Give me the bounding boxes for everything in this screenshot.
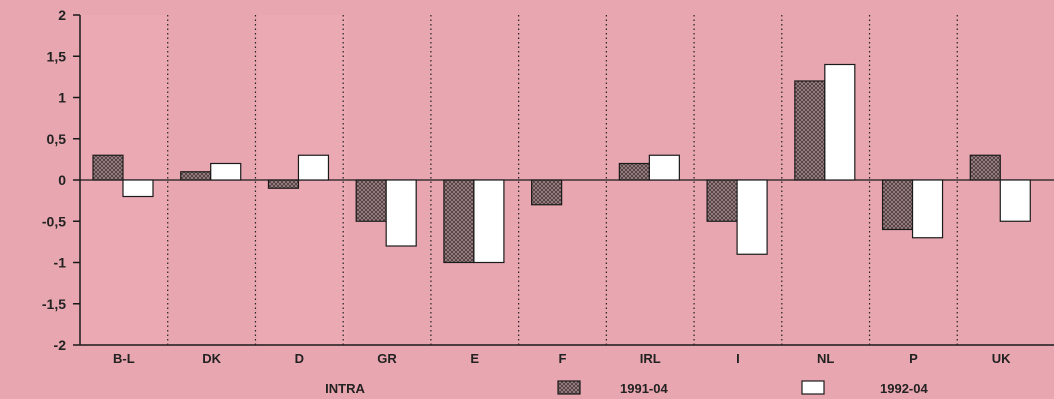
bar-irl-1991-04 [618, 162, 650, 181]
bar-e-1991-04 [443, 179, 475, 264]
bar-nl-1991-04 [794, 80, 826, 181]
bar-e-1992-04 [473, 179, 505, 264]
x-category-label: GR [377, 351, 397, 366]
legend-swatch-1991 [557, 380, 581, 395]
bar-d-1991-04 [267, 179, 300, 189]
bar-f-1991-04 [531, 179, 563, 206]
bar-d-1992-04 [297, 154, 330, 181]
x-category-label: NL [817, 351, 834, 366]
x-category-label: D [295, 351, 304, 366]
bar-gr-1991-04 [355, 179, 387, 222]
y-tick-label: 0,5 [47, 131, 67, 147]
y-tick-label: -2 [54, 337, 67, 353]
y-tick-label: 2 [58, 7, 66, 23]
y-tick-label: 1 [58, 90, 66, 106]
x-category-label: F [559, 351, 567, 366]
legend-swatch-1992 [801, 380, 825, 395]
x-category-label: B-L [113, 351, 135, 366]
x-category-label: P [909, 351, 918, 366]
y-tick-label: 0 [58, 172, 66, 188]
legend-label-1992: 1992-04 [880, 381, 928, 396]
bar-irl-1992-04 [648, 154, 680, 181]
bar-i-1991-04 [706, 179, 738, 222]
y-tick-label: -1,5 [42, 296, 66, 312]
x-category-label: I [736, 351, 740, 366]
bar-p-1991-04 [881, 179, 914, 231]
x-axis-title: INTRA [325, 381, 365, 396]
y-tick-label: 1,5 [47, 48, 67, 64]
bar-p-1992-04 [911, 179, 944, 239]
x-category-label: UK [992, 351, 1011, 366]
bar-dk-1992-04 [210, 162, 242, 181]
bar-dk-1991-04 [180, 171, 212, 181]
x-category-label: IRL [640, 351, 661, 366]
bar-uk-1992-04 [999, 179, 1031, 222]
x-category-label: E [470, 351, 479, 366]
bar-uk-1991-04 [969, 154, 1001, 181]
bar-i-1992-04 [736, 179, 768, 255]
x-category-label: DK [202, 351, 221, 366]
y-tick-label: -0,5 [42, 213, 66, 229]
bar-b-l-1992-04 [122, 179, 154, 198]
bar-b-l-1991-04 [92, 154, 124, 181]
legend-label-1991: 1991-04 [620, 381, 668, 396]
bar-nl-1992-04 [824, 63, 856, 181]
y-tick-label: -1 [54, 255, 67, 271]
bar-gr-1992-04 [385, 179, 417, 247]
